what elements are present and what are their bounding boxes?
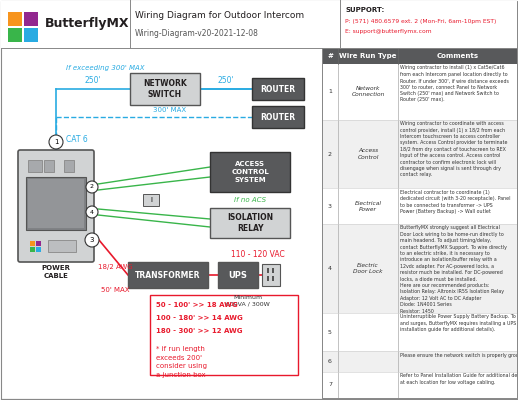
- Bar: [24, 28, 38, 42]
- Text: CABLE: CABLE: [44, 273, 68, 279]
- Text: ACCESS
CONTROL
SYSTEM: ACCESS CONTROL SYSTEM: [231, 162, 269, 182]
- Text: 250': 250': [218, 76, 234, 85]
- Text: Electric
Door Lock: Electric Door Lock: [353, 263, 383, 274]
- Bar: [44, 160, 54, 172]
- Text: 2: 2: [328, 152, 332, 156]
- Text: Electrical contractor to coordinate (1)
dedicated circuit (with 3-20 receptacle): Electrical contractor to coordinate (1) …: [400, 190, 511, 214]
- Circle shape: [86, 206, 98, 218]
- Text: ISOLATION
RELAY: ISOLATION RELAY: [227, 213, 273, 233]
- Text: 5: 5: [328, 330, 332, 335]
- Text: E: support@butterflymx.com: E: support@butterflymx.com: [345, 30, 431, 34]
- Text: 7: 7: [328, 382, 332, 387]
- Bar: [272, 276, 274, 281]
- Text: 300' MAX: 300' MAX: [153, 107, 186, 113]
- Bar: [150, 295, 298, 375]
- Text: Wiring contractor to coordinate with access
control provider, install (1) x 18/2: Wiring contractor to coordinate with acc…: [400, 121, 508, 177]
- Bar: [322, 120, 517, 188]
- Text: 180 - 300' >> 12 AWG: 180 - 300' >> 12 AWG: [156, 328, 242, 334]
- Bar: [210, 208, 290, 238]
- Text: 6: 6: [328, 359, 332, 364]
- Text: Wiring Diagram for Outdoor Intercom: Wiring Diagram for Outdoor Intercom: [135, 12, 304, 20]
- Bar: [26, 177, 86, 230]
- Text: UPS: UPS: [228, 270, 248, 280]
- Bar: [64, 160, 74, 172]
- Bar: [262, 264, 280, 286]
- Bar: [8, 12, 22, 26]
- Text: Access
Control: Access Control: [357, 148, 379, 160]
- Bar: [252, 106, 304, 128]
- Text: Minimum
600VA / 300W: Minimum 600VA / 300W: [226, 295, 270, 306]
- Bar: [28, 160, 42, 172]
- Text: 2: 2: [90, 184, 94, 190]
- Text: ROUTER: ROUTER: [261, 112, 296, 122]
- Text: 3: 3: [90, 237, 94, 243]
- Text: 4: 4: [90, 210, 94, 214]
- Text: I: I: [150, 196, 152, 202]
- Text: 110 - 120 VAC: 110 - 120 VAC: [231, 250, 285, 259]
- Bar: [8, 28, 22, 42]
- Circle shape: [85, 233, 99, 247]
- Text: SUPPORT:: SUPPORT:: [345, 7, 384, 13]
- Bar: [322, 64, 517, 120]
- Text: NETWORK
SWITCH: NETWORK SWITCH: [143, 79, 187, 99]
- Text: 4: 4: [328, 266, 332, 271]
- Bar: [322, 48, 517, 64]
- Text: CAT 6: CAT 6: [66, 136, 88, 144]
- Bar: [322, 372, 517, 398]
- Text: Comments: Comments: [437, 53, 479, 59]
- Text: * if run length
exceeds 200'
consider using
a junction box: * if run length exceeds 200' consider us…: [156, 346, 207, 378]
- Bar: [272, 268, 274, 273]
- Text: Wiring contractor to install (1) x Cat5e/Cat6
from each Intercom panel location : Wiring contractor to install (1) x Cat5e…: [400, 66, 509, 102]
- Bar: [48, 240, 76, 252]
- Text: #: #: [327, 53, 333, 59]
- Bar: [1, 1, 517, 48]
- Bar: [218, 262, 258, 288]
- Text: Please ensure the network switch is properly grounded.: Please ensure the network switch is prop…: [400, 353, 518, 358]
- Text: Network
Connection: Network Connection: [351, 86, 385, 98]
- Text: POWER: POWER: [41, 265, 70, 271]
- FancyBboxPatch shape: [18, 150, 94, 262]
- Text: 100 - 180' >> 14 AWG: 100 - 180' >> 14 AWG: [156, 315, 243, 321]
- Text: 50 - 100' >> 18 AWG: 50 - 100' >> 18 AWG: [156, 302, 238, 308]
- Text: 3: 3: [328, 204, 332, 209]
- Bar: [30, 247, 35, 252]
- Circle shape: [86, 181, 98, 193]
- Text: TRANSFORMER: TRANSFORMER: [135, 270, 201, 280]
- Bar: [128, 262, 208, 288]
- Text: 50' MAX: 50' MAX: [100, 287, 130, 293]
- Text: ButterflyMX strongly suggest all Electrical
Door Lock wiring to be home-run dire: ButterflyMX strongly suggest all Electri…: [400, 226, 507, 314]
- Text: ButterflyMX: ButterflyMX: [45, 18, 130, 30]
- Bar: [36, 247, 41, 252]
- Bar: [252, 78, 304, 100]
- Bar: [322, 188, 517, 224]
- Text: 18/2 AWG: 18/2 AWG: [98, 264, 132, 270]
- Bar: [322, 224, 517, 313]
- Text: 1: 1: [54, 139, 58, 145]
- Text: If no ACS: If no ACS: [234, 197, 266, 203]
- Text: Refer to Panel Installation Guide for additional details. Leave 6' service loop
: Refer to Panel Installation Guide for ad…: [400, 373, 518, 384]
- Bar: [267, 276, 269, 281]
- Bar: [30, 241, 35, 246]
- Text: ROUTER: ROUTER: [261, 84, 296, 94]
- Bar: [24, 12, 38, 26]
- Bar: [322, 352, 517, 372]
- Text: Uninterruptible Power Supply Battery Backup. To prevent voltage drops
and surges: Uninterruptible Power Supply Battery Bac…: [400, 314, 518, 332]
- Bar: [36, 241, 41, 246]
- Circle shape: [49, 135, 63, 149]
- Text: 250': 250': [84, 76, 102, 85]
- Text: Wire Run Type: Wire Run Type: [339, 53, 397, 59]
- Text: Wiring-Diagram-v20-2021-12-08: Wiring-Diagram-v20-2021-12-08: [135, 28, 259, 38]
- Text: 1: 1: [328, 89, 332, 94]
- Bar: [210, 152, 290, 192]
- Bar: [267, 268, 269, 273]
- Text: Electrical
Power: Electrical Power: [354, 201, 381, 212]
- Bar: [28, 179, 84, 228]
- Text: If exceeding 300' MAX: If exceeding 300' MAX: [66, 65, 145, 71]
- Bar: [322, 48, 517, 398]
- Bar: [143, 194, 159, 206]
- Text: P: (571) 480.6579 ext. 2 (Mon-Fri, 6am-10pm EST): P: (571) 480.6579 ext. 2 (Mon-Fri, 6am-1…: [345, 18, 496, 24]
- Bar: [130, 73, 200, 105]
- Bar: [322, 313, 517, 352]
